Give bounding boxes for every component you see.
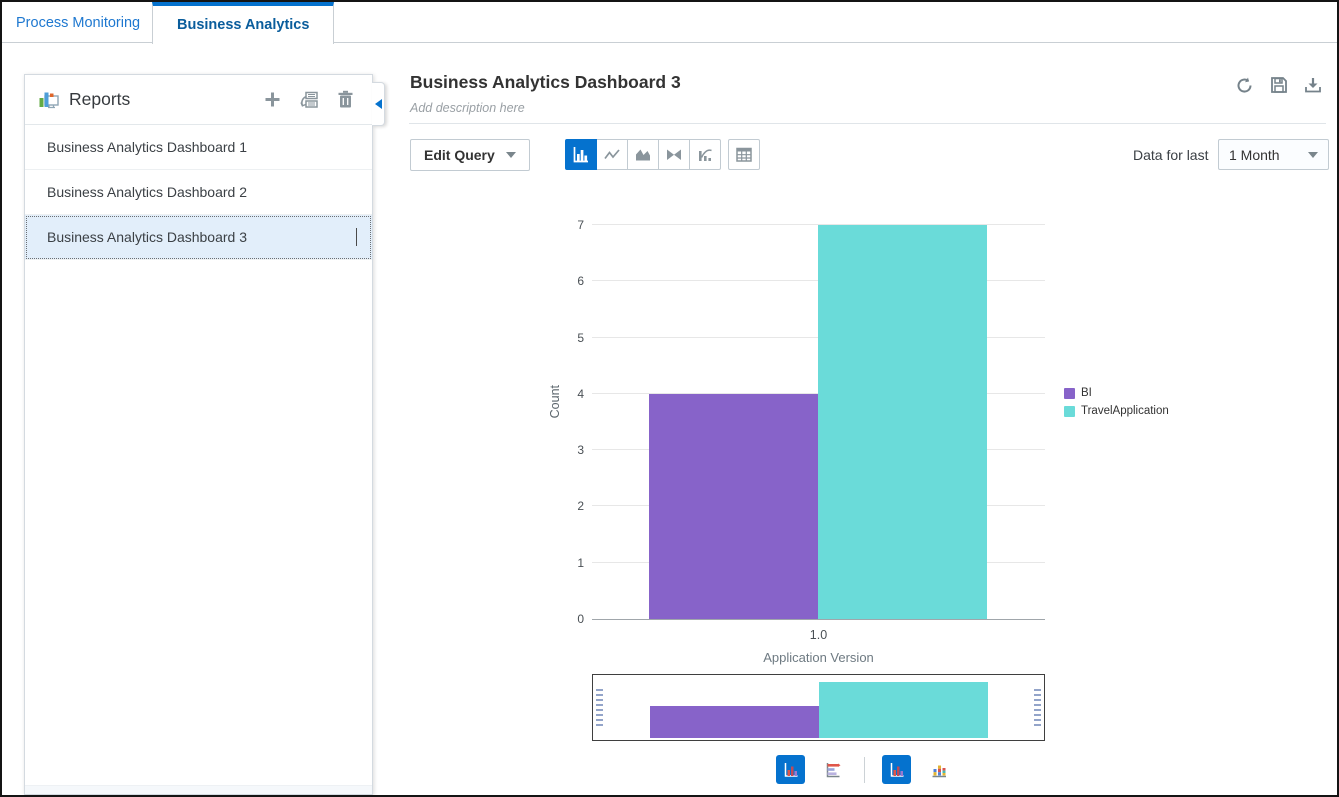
toggle-group-divider bbox=[864, 756, 865, 783]
header-divider bbox=[409, 123, 1326, 124]
list-item[interactable]: Business Analytics Dashboard 1 bbox=[25, 125, 372, 170]
overview-right-handle[interactable] bbox=[1034, 688, 1041, 727]
y-tick-label: 6 bbox=[577, 274, 584, 289]
reports-analytics-icon bbox=[37, 88, 61, 112]
dashboard-title[interactable]: Business Analytics Dashboard 3 bbox=[410, 72, 681, 92]
y-tick-label: 5 bbox=[577, 330, 584, 345]
reports-panel: Reports bbox=[24, 74, 385, 795]
overview-bar-travelapplication bbox=[819, 682, 988, 738]
gridline bbox=[592, 224, 1045, 225]
reports-panel-header: Reports bbox=[25, 75, 385, 126]
duplicate-icon[interactable] bbox=[299, 90, 320, 110]
refresh-icon[interactable] bbox=[1235, 76, 1254, 95]
collapse-left-icon bbox=[374, 99, 382, 109]
list-item[interactable]: Business Analytics Dashboard 3 bbox=[25, 215, 372, 260]
bar-bi[interactable] bbox=[649, 393, 818, 619]
area-chart-icon[interactable] bbox=[627, 139, 659, 170]
chart-overview-scroller[interactable] bbox=[592, 674, 1045, 741]
dashboard-description[interactable]: Add description here bbox=[410, 101, 525, 115]
reports-actions bbox=[263, 90, 354, 110]
legend-item[interactable]: TravelApplication bbox=[1064, 402, 1169, 420]
bar-chart-icon[interactable] bbox=[565, 139, 597, 170]
table-icon[interactable] bbox=[728, 139, 760, 170]
trash-icon[interactable] bbox=[337, 90, 354, 109]
list-item-label: Business Analytics Dashboard 3 bbox=[47, 229, 247, 245]
legend-label: TravelApplication bbox=[1081, 405, 1169, 417]
text-cursor bbox=[356, 228, 357, 246]
legend-swatch bbox=[1064, 387, 1075, 399]
y-tick-label: 1 bbox=[577, 555, 584, 570]
y-tick-label: 2 bbox=[577, 499, 584, 514]
top-tab-bar: Process Monitoring Business Analytics bbox=[2, 2, 1337, 44]
tab-business-analytics[interactable]: Business Analytics bbox=[152, 2, 335, 44]
legend-item[interactable]: BI bbox=[1064, 384, 1169, 402]
reports-panel-title: Reports bbox=[69, 89, 131, 109]
stacked-bar-icon[interactable] bbox=[924, 755, 953, 784]
overview-bar-bi bbox=[650, 706, 819, 738]
y-tick-label: 0 bbox=[577, 612, 584, 626]
legend-swatch bbox=[1064, 405, 1075, 417]
combo-chart-icon[interactable] bbox=[658, 139, 690, 170]
download-icon[interactable] bbox=[1304, 76, 1322, 95]
y-tick-label: 4 bbox=[577, 386, 584, 401]
edit-query-label: Edit Query bbox=[424, 147, 495, 163]
y-tick-label: 7 bbox=[577, 218, 584, 232]
collapse-panel-button[interactable] bbox=[372, 82, 385, 126]
chart-option-toggles bbox=[638, 755, 1091, 784]
sidebar-scroll-track[interactable] bbox=[25, 785, 372, 794]
tab-process-monitoring[interactable]: Process Monitoring bbox=[2, 2, 164, 43]
pareto-chart-icon[interactable] bbox=[689, 139, 721, 170]
list-item-label: Business Analytics Dashboard 1 bbox=[47, 139, 247, 155]
legend-label: BI bbox=[1081, 387, 1092, 399]
vertical-bar-icon[interactable] bbox=[776, 755, 805, 784]
unstacked-bar-icon[interactable] bbox=[882, 755, 911, 784]
horizontal-bar-icon[interactable] bbox=[818, 755, 847, 784]
overview-left-handle[interactable] bbox=[596, 688, 603, 727]
list-item-label: Business Analytics Dashboard 2 bbox=[47, 184, 247, 200]
bar-travelapplication[interactable] bbox=[818, 225, 987, 619]
line-chart-icon[interactable] bbox=[596, 139, 628, 170]
chart-type-selector bbox=[565, 139, 721, 170]
edit-query-button[interactable]: Edit Query bbox=[410, 139, 530, 171]
tab-label: Business Analytics bbox=[177, 17, 310, 33]
bar-chart-plot-area[interactable] bbox=[592, 224, 1045, 620]
x-axis-title: Application Version bbox=[763, 650, 874, 665]
save-icon[interactable] bbox=[1270, 76, 1288, 95]
chevron-down-icon bbox=[505, 152, 516, 158]
period-select[interactable]: 1 Month bbox=[1218, 139, 1329, 170]
y-tick-label: 3 bbox=[577, 443, 584, 458]
x-tick-label: 1.0 bbox=[809, 628, 828, 642]
report-list: Business Analytics Dashboard 1 Business A… bbox=[25, 125, 372, 260]
plus-icon[interactable] bbox=[263, 90, 282, 109]
chart-legend: BI TravelApplication bbox=[1064, 384, 1169, 420]
chevron-down-icon bbox=[1308, 152, 1318, 158]
list-item[interactable]: Business Analytics Dashboard 2 bbox=[25, 170, 372, 215]
y-axis-ticks: 0 1 2 3 4 5 6 7 bbox=[554, 218, 584, 626]
period-select-value: 1 Month bbox=[1229, 146, 1280, 163]
data-for-last-label: Data for last bbox=[1133, 147, 1209, 163]
tab-label: Process Monitoring bbox=[16, 14, 141, 31]
dashboard-header-actions bbox=[1235, 76, 1322, 95]
